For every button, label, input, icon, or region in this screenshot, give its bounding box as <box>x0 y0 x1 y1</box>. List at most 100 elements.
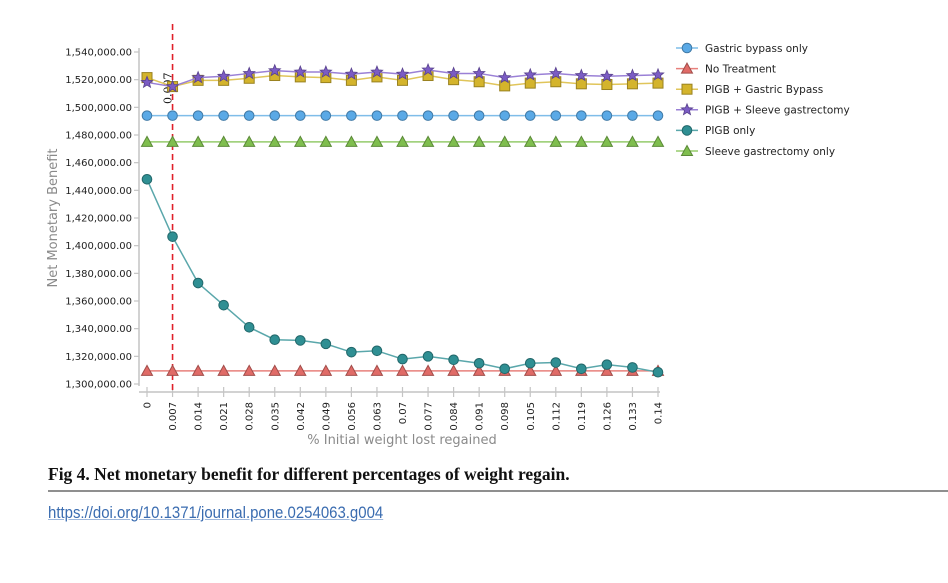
data-point <box>269 110 281 121</box>
data-point <box>575 78 587 90</box>
data-point <box>422 351 434 362</box>
legend-label: No Treatment <box>705 63 776 75</box>
data-point <box>140 135 154 147</box>
data-point <box>371 110 383 121</box>
data-point <box>600 69 614 82</box>
series-gastric-bypass-only <box>141 110 664 121</box>
reference-line-group: 0.007 <box>162 24 175 392</box>
data-point <box>524 77 536 89</box>
data-point <box>472 364 486 376</box>
legend-item: Gastric bypass only <box>676 42 808 55</box>
data-point <box>421 364 435 376</box>
y-tick-label: 1,360,000.00 <box>65 297 132 308</box>
data-point <box>499 110 511 121</box>
x-tick-label: 0 <box>143 402 154 408</box>
x-tick-label: 0.014 <box>194 402 205 431</box>
data-point <box>346 110 357 121</box>
data-point <box>319 64 333 78</box>
data-point <box>217 364 230 376</box>
data-point <box>524 110 536 121</box>
data-point <box>652 366 664 378</box>
legend-marker <box>680 102 694 116</box>
data-point <box>448 110 459 121</box>
data-point <box>473 110 485 121</box>
data-point <box>472 66 486 80</box>
data-point <box>601 79 613 91</box>
data-point <box>626 78 638 90</box>
y-tick-label: 1,340,000.00 <box>65 324 132 335</box>
x-axis-title: % Initial weight lost regained <box>307 433 497 448</box>
x-axis: 0 0.007 0.014 0.021 0.028 0.035 0.042 0.049 0.05… <box>139 387 665 431</box>
data-point <box>268 364 282 376</box>
data-point <box>267 63 282 77</box>
y-axis: 1,300,000.00 1,320,000.00 1,340,000.00 1,36… <box>65 48 140 391</box>
series-layer <box>140 62 665 378</box>
series-line <box>146 178 659 373</box>
y-tick-label: 1,500,000.00 <box>65 103 132 114</box>
legend-marker <box>680 62 694 74</box>
data-point <box>319 364 333 376</box>
x-tick-label: 0.112 <box>551 402 562 431</box>
data-point <box>243 110 255 121</box>
data-point <box>217 135 230 147</box>
legend-item: PIGB + Gastric Bypass <box>676 83 823 96</box>
data-point <box>166 135 179 147</box>
data-point <box>575 135 588 147</box>
data-point <box>473 357 485 369</box>
data-point <box>549 135 563 147</box>
data-point <box>293 364 307 376</box>
y-tick-label: 1,420,000.00 <box>65 214 132 225</box>
net-monetary-benefit-chart: 1,300,000.00 1,320,000.00 1,340,000.00 1,36… <box>46 24 850 448</box>
data-point <box>167 231 178 242</box>
data-point <box>140 364 154 376</box>
data-point <box>601 110 613 121</box>
data-point <box>447 135 460 147</box>
legend-marker <box>680 144 694 156</box>
data-point <box>448 354 459 366</box>
data-point <box>370 64 384 78</box>
data-point <box>446 66 461 80</box>
legend-marker <box>681 83 693 95</box>
data-point <box>344 67 359 80</box>
legend-item: Sleeve gastrectomy only <box>676 144 835 158</box>
x-tick-label: 0.028 <box>245 402 256 431</box>
series-pigb-only <box>141 173 664 378</box>
legend-item: PIGB + Sleeve gastrectomy <box>676 102 850 117</box>
data-point <box>627 362 638 373</box>
data-point <box>652 77 664 89</box>
y-tick-label: 1,440,000.00 <box>65 186 132 197</box>
series-sleeve-gastrectomy-only <box>140 135 665 147</box>
data-point <box>600 135 614 147</box>
x-tick-label: 0.049 <box>321 402 332 431</box>
legend-marker <box>681 42 693 54</box>
data-point <box>192 277 204 289</box>
series-pigb-sleeve-gastrectomy <box>140 62 665 93</box>
data-point <box>370 364 384 376</box>
data-point <box>499 363 511 375</box>
data-point <box>523 364 537 376</box>
data-point <box>293 135 307 147</box>
data-point <box>191 70 205 84</box>
data-point <box>651 67 665 81</box>
legend-item: No Treatment <box>676 62 776 75</box>
x-tick-label: 0.091 <box>475 402 486 431</box>
x-tick-label: 0.035 <box>270 402 281 431</box>
data-point <box>651 135 665 147</box>
data-point <box>421 62 435 76</box>
y-tick-label: 1,520,000.00 <box>65 75 132 86</box>
data-point <box>370 135 384 147</box>
data-point <box>499 80 511 92</box>
x-tick-label: 0.042 <box>296 402 307 431</box>
y-axis-title: Net Monetary Benefit <box>46 148 61 287</box>
doi-link[interactable]: https://doi.org/10.1371/journal.pone.025… <box>48 503 384 522</box>
data-point <box>167 110 178 121</box>
x-tick-label: 0.063 <box>372 402 383 431</box>
x-tick-label: 0.133 <box>628 402 639 431</box>
x-tick-label: 0.119 <box>577 402 588 431</box>
data-point <box>473 76 485 88</box>
data-point <box>216 69 231 82</box>
legend-label: PIGB + Gastric Bypass <box>705 84 823 96</box>
data-point <box>422 110 434 121</box>
data-point <box>396 135 409 147</box>
data-point <box>576 110 587 121</box>
